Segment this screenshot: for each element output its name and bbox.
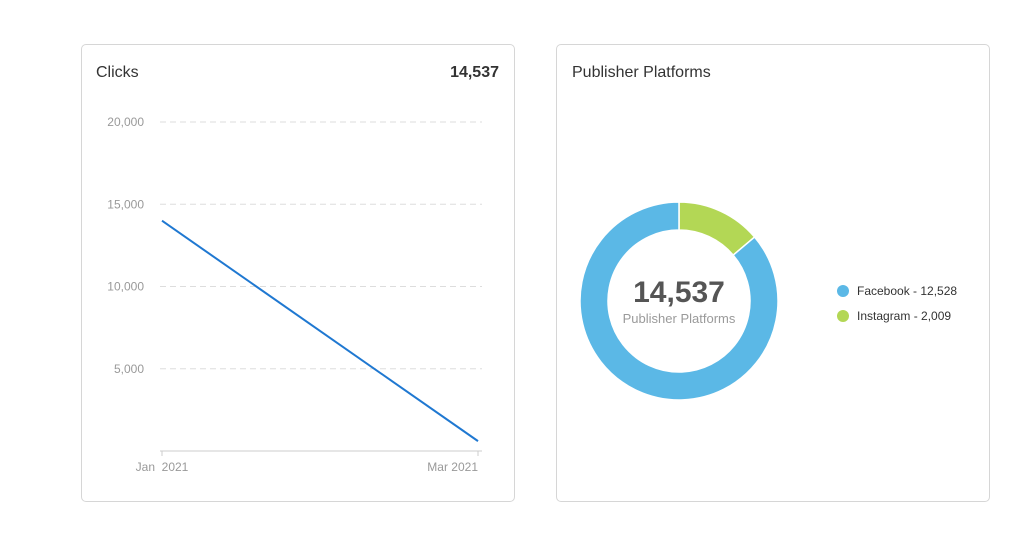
legend-label: Facebook - 12,528 (857, 283, 958, 298)
clicks-series-line (161, 219, 479, 442)
clicks-title: Clicks (96, 64, 139, 81)
y-tick-label: 10,000 (107, 280, 144, 294)
clicks-total: 14,537 (450, 64, 499, 81)
y-tick-label: 15,000 (107, 197, 144, 211)
publisher-platforms-title: Publisher Platforms (572, 64, 711, 81)
donut-center-value: 14,537 (633, 276, 725, 309)
legend-item-instagram[interactable]: Instagram - 2,009 (837, 303, 957, 328)
legend-item-facebook[interactable]: Facebook - 12,528 (837, 278, 957, 303)
publisher-platforms-donut-chart: 14,537 Publisher Platforms (579, 201, 779, 401)
publisher-platforms-card: Publisher Platforms 14,537 Publisher Plat… (556, 44, 990, 502)
y-tick-label: 20,000 (107, 115, 144, 129)
x-tick-label: Jan 2021 (136, 460, 189, 474)
donut-legend: Facebook - 12,528 Instagram - 2,009 (837, 278, 957, 328)
x-tick-label: Mar 2021 (427, 460, 478, 474)
legend-label: Instagram - 2,009 (857, 308, 952, 323)
donut-center-label: Publisher Platforms (623, 311, 736, 326)
clicks-line-chart: 5,000 10,000 15,000 20,000 Jan 2021 Mar 2021 (107, 115, 482, 474)
clicks-card: Clicks 14,537 5,000 10,000 15,000 20,000 Jan… (81, 44, 515, 502)
legend-swatch (837, 309, 849, 322)
donut-slice-facebook (579, 201, 779, 401)
legend-swatch (837, 284, 849, 297)
y-tick-label: 5,000 (114, 362, 144, 376)
